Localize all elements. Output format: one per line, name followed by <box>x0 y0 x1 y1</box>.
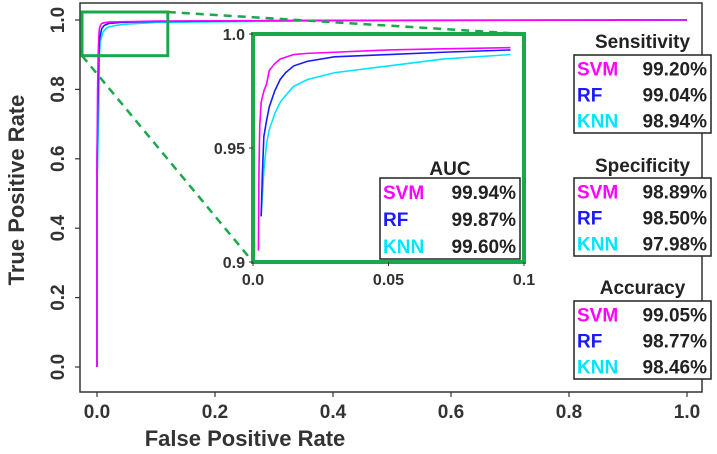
x-tick-label: 0.2 <box>202 402 228 423</box>
metric-value-rf: 98.50% <box>643 208 708 229</box>
metric-value-svm: 98.89% <box>643 182 708 203</box>
inset-y-tick-label: 0.95 <box>214 141 245 158</box>
inset-y-tick-label: 0.9 <box>223 255 245 272</box>
inset-roc-line-svm <box>257 46 511 251</box>
y-tick-label: 0.8 <box>48 76 69 102</box>
metric-value-knn: 97.98% <box>643 234 708 255</box>
metric-value-rf: 99.87% <box>452 210 517 231</box>
x-tick-label: 1.0 <box>674 402 700 423</box>
inset-roc-line-knn <box>260 53 511 217</box>
y-axis-label: True Positive Rate <box>4 95 29 286</box>
table-title: Sensitivity <box>595 32 690 53</box>
y-tick-label: 0.6 <box>48 146 69 172</box>
table-accuracy: Accuracy SVM 99.05% RF 98.77% KNN 98.46% <box>573 278 712 380</box>
table-box <box>573 177 712 257</box>
zoom-region-box <box>80 10 170 58</box>
model-name-rf: RF <box>383 210 408 231</box>
model-name-rf: RF <box>577 331 602 352</box>
zoom-connector-bottom <box>81 54 254 263</box>
model-name-rf: RF <box>577 208 602 229</box>
model-name-svm: SVM <box>577 305 618 326</box>
model-name-knn: KNN <box>577 234 618 255</box>
table-specificity: Specificity SVM 98.89% RF 98.50% KNN 97.98% <box>573 156 712 257</box>
table-title: Accuracy <box>600 278 686 299</box>
y-tick-label: 1.0 <box>48 7 69 33</box>
model-name-knn: KNN <box>383 237 424 258</box>
metric-value-rf: 99.04% <box>643 85 708 106</box>
metric-value-svm: 99.94% <box>452 183 517 204</box>
table-sensitivity: Sensitivity SVM 99.20% RF 99.04% KNN 98.94% <box>573 32 712 134</box>
roc-line-svm <box>96 19 688 367</box>
x-tick-label: 0.0 <box>84 402 110 423</box>
main-series-group <box>96 19 688 367</box>
model-name-svm: SVM <box>577 59 618 80</box>
x-axis-label: False Positive Rate <box>145 426 346 451</box>
metric-value-knn: 99.60% <box>452 237 517 258</box>
metric-value-knn: 98.94% <box>643 111 708 132</box>
model-name-svm: SVM <box>577 182 618 203</box>
table-box <box>379 177 521 260</box>
model-name-knn: KNN <box>577 357 618 378</box>
roc-line-knn <box>96 19 688 367</box>
table-box <box>573 300 712 380</box>
x-tick-label: 0.6 <box>438 402 464 423</box>
metric-value-svm: 99.05% <box>643 305 708 326</box>
table-title: Specificity <box>595 156 690 177</box>
zoom-connector-top <box>167 10 525 36</box>
inset-x-tick-label: 0.0 <box>242 272 264 289</box>
y-tick-label: 0.4 <box>48 215 69 242</box>
metric-value-svm: 99.20% <box>643 59 708 80</box>
model-name-rf: RF <box>577 85 602 106</box>
model-name-knn: KNN <box>577 111 618 132</box>
main-axis-ticks: 0.0 0.2 0.4 0.6 0.8 1.0 0.0 0.2 0.4 0.6 0.8 1.0 <box>48 2 703 423</box>
x-tick-label: 0.8 <box>556 402 582 423</box>
metric-value-rf: 98.77% <box>643 331 708 352</box>
y-tick-label: 0.2 <box>48 284 69 310</box>
inset-y-tick-label: 1.0 <box>223 27 245 44</box>
metric-value-knn: 98.46% <box>643 357 708 378</box>
table-box <box>573 54 712 134</box>
inset-roc-line-rf <box>260 49 511 217</box>
inset-x-tick-label: 0.1 <box>513 272 535 289</box>
y-tick-label: 0.0 <box>48 354 69 380</box>
x-tick-label: 0.4 <box>320 402 347 423</box>
zoom-indicator <box>80 10 525 263</box>
model-name-svm: SVM <box>383 183 424 204</box>
table-title: AUC <box>429 159 470 180</box>
inset-x-tick-label: 0.05 <box>373 272 404 289</box>
